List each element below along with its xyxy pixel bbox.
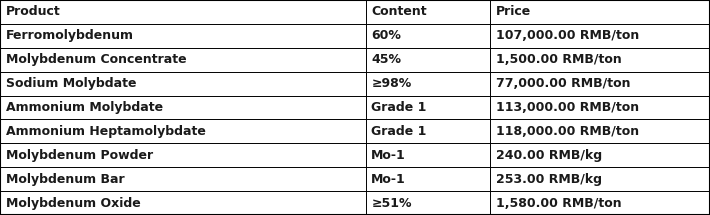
- Text: Grade 1: Grade 1: [371, 125, 427, 138]
- Text: Ammonium Heptamolybdate: Ammonium Heptamolybdate: [6, 125, 206, 138]
- Text: Mo-1: Mo-1: [371, 173, 406, 186]
- Text: Mo-1: Mo-1: [371, 149, 406, 162]
- Text: Ammonium Molybdate: Ammonium Molybdate: [6, 101, 163, 114]
- Text: 253.00 RMB/kg: 253.00 RMB/kg: [496, 173, 601, 186]
- Text: 77,000.00 RMB/ton: 77,000.00 RMB/ton: [496, 77, 630, 90]
- Text: Molybdenum Oxide: Molybdenum Oxide: [6, 197, 141, 210]
- Text: Content: Content: [371, 5, 427, 18]
- Text: ≥98%: ≥98%: [371, 77, 412, 90]
- Text: Grade 1: Grade 1: [371, 101, 427, 114]
- Text: Product: Product: [6, 5, 60, 18]
- Text: Sodium Molybdate: Sodium Molybdate: [6, 77, 136, 90]
- Text: 1,580.00 RMB/ton: 1,580.00 RMB/ton: [496, 197, 621, 210]
- Text: Molybdenum Bar: Molybdenum Bar: [6, 173, 124, 186]
- Text: Molybdenum Powder: Molybdenum Powder: [6, 149, 153, 162]
- Text: 1,500.00 RMB/ton: 1,500.00 RMB/ton: [496, 53, 621, 66]
- Text: 240.00 RMB/kg: 240.00 RMB/kg: [496, 149, 601, 162]
- Text: 107,000.00 RMB/ton: 107,000.00 RMB/ton: [496, 29, 639, 42]
- Text: 118,000.00 RMB/ton: 118,000.00 RMB/ton: [496, 125, 639, 138]
- Text: Price: Price: [496, 5, 531, 18]
- Text: 60%: 60%: [371, 29, 401, 42]
- Text: ≥51%: ≥51%: [371, 197, 412, 210]
- Text: 45%: 45%: [371, 53, 401, 66]
- Text: Ferromolybdenum: Ferromolybdenum: [6, 29, 133, 42]
- Text: 113,000.00 RMB/ton: 113,000.00 RMB/ton: [496, 101, 639, 114]
- Text: Molybdenum Concentrate: Molybdenum Concentrate: [6, 53, 186, 66]
